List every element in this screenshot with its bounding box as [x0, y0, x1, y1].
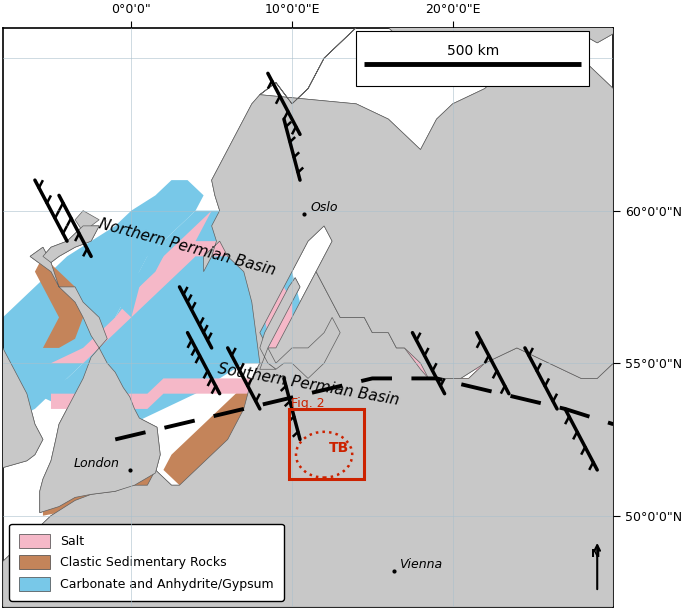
- Polygon shape: [364, 345, 377, 363]
- Polygon shape: [3, 271, 613, 607]
- Polygon shape: [51, 195, 292, 363]
- Polygon shape: [43, 226, 99, 262]
- Polygon shape: [203, 27, 613, 378]
- Polygon shape: [436, 149, 613, 332]
- Legend: Salt, Clastic Sedimentary Rocks, Carbonate and Anhydrite/Gypsum: Salt, Clastic Sedimentary Rocks, Carbona…: [9, 524, 284, 601]
- Text: N: N: [590, 549, 600, 559]
- Text: Fig. 2: Fig. 2: [291, 398, 325, 411]
- Polygon shape: [115, 241, 164, 317]
- Text: London: London: [73, 457, 119, 470]
- Polygon shape: [0, 348, 43, 470]
- Polygon shape: [164, 378, 260, 485]
- Polygon shape: [3, 210, 300, 424]
- Bar: [289, 409, 364, 479]
- Polygon shape: [260, 278, 300, 369]
- Polygon shape: [260, 278, 300, 369]
- Polygon shape: [244, 256, 300, 393]
- Text: Oslo: Oslo: [310, 201, 338, 213]
- Polygon shape: [203, 27, 613, 378]
- Polygon shape: [30, 247, 160, 512]
- Polygon shape: [43, 470, 155, 515]
- Text: Northern Permian Basin: Northern Permian Basin: [97, 217, 277, 278]
- Text: TB: TB: [329, 440, 349, 454]
- Polygon shape: [30, 247, 160, 512]
- Text: Southern Permian Basin: Southern Permian Basin: [216, 361, 400, 408]
- Polygon shape: [35, 256, 83, 348]
- Text: 500 km: 500 km: [447, 44, 499, 58]
- Polygon shape: [75, 210, 99, 232]
- Polygon shape: [3, 271, 613, 607]
- Polygon shape: [43, 226, 99, 262]
- Polygon shape: [453, 348, 613, 454]
- Polygon shape: [0, 348, 43, 470]
- Bar: [356, 30, 589, 85]
- Text: Vienna: Vienna: [399, 558, 443, 570]
- Polygon shape: [171, 256, 203, 317]
- Polygon shape: [51, 348, 613, 424]
- Polygon shape: [268, 409, 517, 485]
- Polygon shape: [220, 470, 613, 607]
- Polygon shape: [417, 271, 434, 293]
- Polygon shape: [3, 180, 203, 424]
